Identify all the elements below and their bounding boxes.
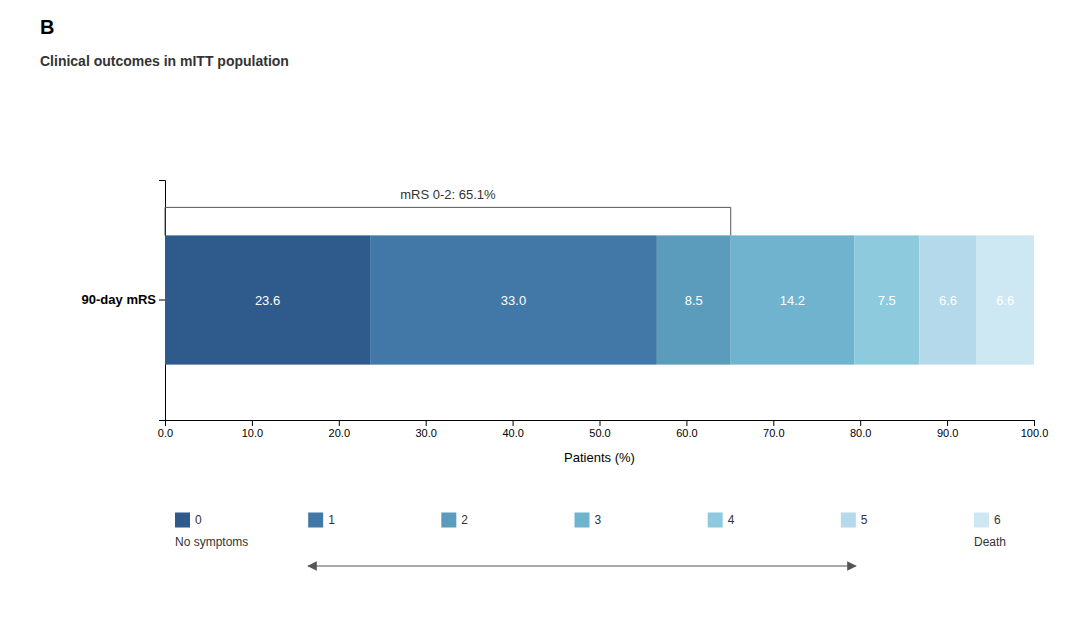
x-tick: 90.0 [937, 420, 958, 439]
legend-swatch [575, 513, 590, 528]
data-label: 33.0 [501, 293, 526, 308]
bar-segment [919, 235, 976, 364]
legend-item: 5 [841, 513, 868, 528]
legend-swatch [441, 513, 456, 528]
y-tick-label: 90-day mRS [82, 292, 157, 307]
panel-label: B [40, 16, 54, 38]
legend-swatch [175, 513, 190, 528]
x-tick-label: 90.0 [937, 427, 958, 439]
legend-item: 2 [441, 513, 468, 528]
legend-label: 3 [595, 513, 602, 527]
bar-segment [731, 235, 854, 364]
title: Clinical outcomes in mITT population [40, 53, 289, 69]
annotation-text: mRS 0-2: 65.1% [400, 187, 496, 202]
x-tick-label: 50.0 [589, 427, 610, 439]
legend-item: 6 Death [974, 513, 1006, 550]
legend-sublabel: No symptoms [175, 535, 248, 549]
legend-label: 2 [461, 513, 468, 527]
chart: B Clinical outcomes in mITT population 0.0… [0, 0, 1069, 626]
data-label: 14.2 [780, 293, 805, 308]
x-tick: 0.0 [158, 420, 173, 439]
x-tick-label: 0.0 [158, 427, 173, 439]
bracket [165, 207, 731, 235]
legend-item: 4 [708, 513, 735, 528]
x-tick-mark [860, 420, 861, 426]
x-tick: 100.0 [1021, 420, 1049, 439]
legend-swatch [974, 513, 989, 528]
data-label: 8.5 [685, 293, 703, 308]
x-tick-mark [426, 420, 427, 426]
x-axis-line [166, 421, 1035, 427]
bracket-annotation: mRS 0-2: 65.1% [165, 187, 731, 235]
data-label: 6.6 [996, 293, 1014, 308]
legend-label: 4 [728, 513, 735, 527]
x-tick: 50.0 [589, 420, 610, 439]
legend-label: 5 [861, 513, 868, 527]
x-tick-mark [513, 420, 514, 426]
legend-item: 1 [308, 513, 335, 528]
x-tick-mark [252, 420, 253, 426]
x-tick: 30.0 [415, 420, 436, 439]
x-tick-label: 60.0 [676, 427, 697, 439]
x-tick: 70.0 [763, 420, 784, 439]
legend-swatch [708, 513, 723, 528]
y-axis: 90-day mRS [82, 181, 166, 421]
legend: 0 No symptoms 1 2 3 4 5 6 Death [175, 513, 1006, 567]
bars [165, 235, 1034, 364]
legend-item: 0 No symptoms [175, 513, 248, 550]
legend-label: 0 [195, 513, 202, 527]
data-label: 23.6 [255, 293, 280, 308]
y-tick: 90-day mRS [82, 292, 165, 307]
x-tick-label: 100.0 [1021, 427, 1049, 439]
x-tick: 40.0 [502, 420, 523, 439]
x-tick: 10.0 [242, 420, 263, 439]
legend-sublabel: Death [974, 535, 1006, 549]
y-tick-mark [159, 300, 165, 301]
bar-segment [657, 235, 731, 364]
x-tick: 80.0 [850, 420, 871, 439]
data-label: 7.5 [878, 293, 896, 308]
x-tick: 60.0 [676, 420, 697, 439]
data-labels: 23.6 33.0 8.5 14.2 7.5 6.6 6.6 [255, 293, 1014, 308]
x-axis: 0.0 10.0 20.0 30.0 40.0 50.0 60.0 70.0 80.0 90.0 1… [158, 420, 1048, 439]
legend-swatch [841, 513, 856, 528]
bar-segment [370, 235, 657, 364]
bar-segment [977, 235, 1034, 364]
x-axis-title: Patients (%) [564, 450, 635, 465]
x-tick-label: 80.0 [850, 427, 871, 439]
x-tick-mark [773, 420, 774, 426]
x-tick-label: 70.0 [763, 427, 784, 439]
x-tick-mark [339, 420, 340, 426]
x-tick-mark [1034, 420, 1035, 426]
x-tick-mark [686, 420, 687, 426]
legend-label: 6 [994, 513, 1001, 527]
legend-arrow [308, 565, 856, 566]
x-tick-label: 40.0 [502, 427, 523, 439]
legend-swatch [308, 513, 323, 528]
bar-segment [165, 235, 370, 364]
x-tick-label: 20.0 [329, 427, 350, 439]
x-tick: 20.0 [329, 420, 350, 439]
legend-item: 3 [575, 513, 602, 528]
data-label: 6.6 [939, 293, 957, 308]
x-tick-label: 30.0 [415, 427, 436, 439]
legend-label: 1 [328, 513, 335, 527]
bar-segment [854, 235, 919, 364]
x-tick-mark [600, 420, 601, 426]
x-tick-label: 10.0 [242, 427, 263, 439]
x-tick-mark [947, 420, 948, 426]
